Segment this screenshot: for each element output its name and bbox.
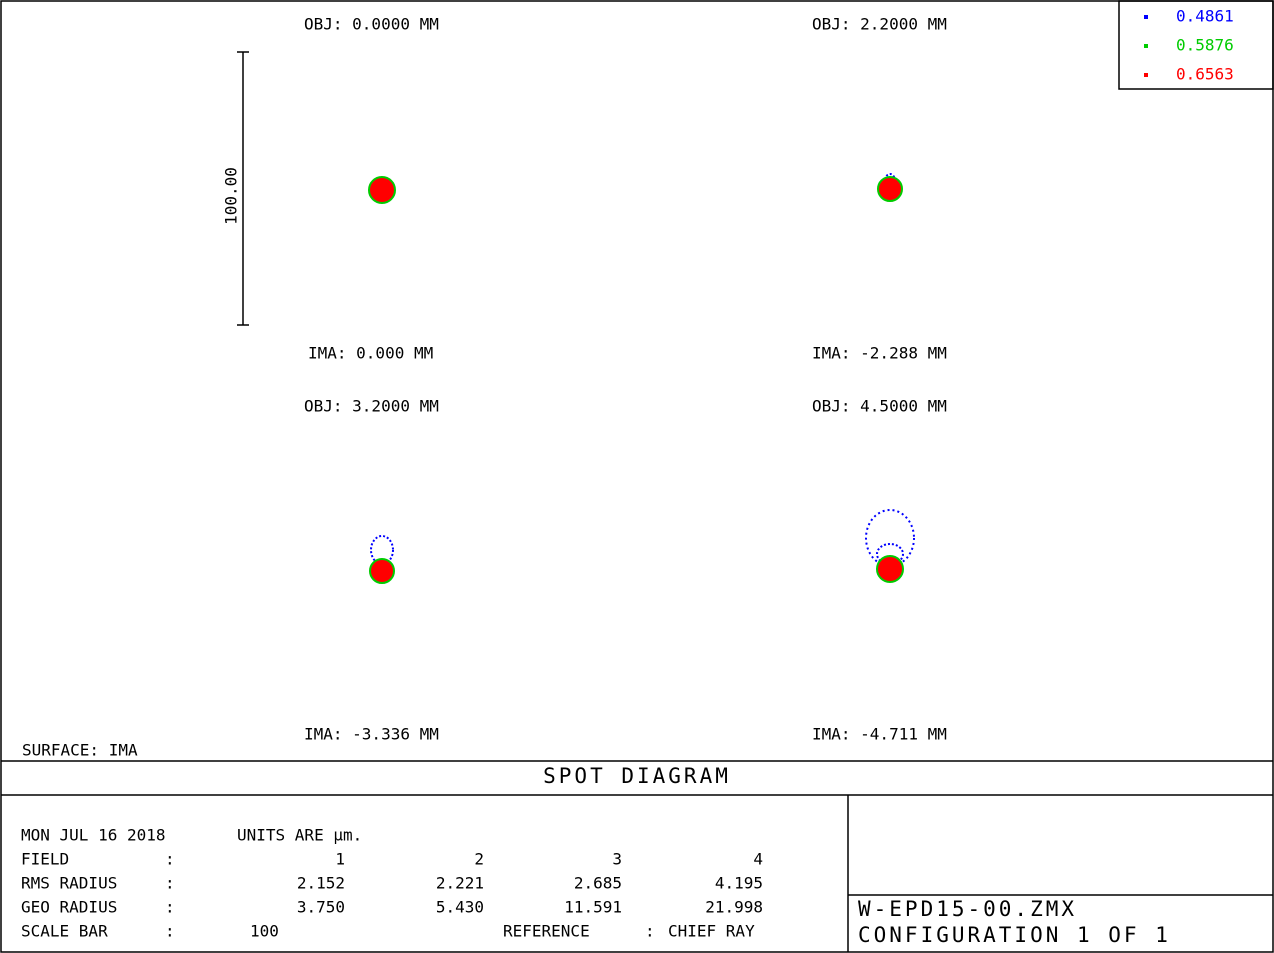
field-obj: OBJ: 2.2000 MM bbox=[812, 15, 947, 34]
info-cell: 5.430 bbox=[436, 898, 484, 917]
info-cell: 4 bbox=[753, 850, 763, 869]
scale-bar: 100.00 bbox=[222, 51, 249, 326]
info-cell: FIELD bbox=[21, 850, 69, 869]
field-obj: OBJ: 3.2000 MM bbox=[304, 397, 439, 416]
info-cell: 4.195 bbox=[715, 874, 763, 893]
info-cell: 2.685 bbox=[574, 874, 622, 893]
field-obj: OBJ: 4.5000 MM bbox=[812, 397, 947, 416]
info-cell: : bbox=[165, 922, 175, 941]
legend-label: 0.5876 bbox=[1176, 36, 1234, 55]
info-cell: 3.750 bbox=[297, 898, 345, 917]
info-table: MON JUL 16 2018 UNITS ARE µm. FIELD: 1 2 3 4 RM… bbox=[21, 826, 763, 941]
field-ima: IMA: -2.288 MM bbox=[812, 344, 947, 363]
info-cell: 1 bbox=[335, 850, 345, 869]
field-ima: IMA: -4.711 MM bbox=[812, 725, 947, 744]
field-ima: IMA: 0.000 MM bbox=[308, 344, 433, 363]
legend-marker bbox=[1144, 73, 1148, 77]
file-name: W-EPD15-00.ZMX bbox=[858, 897, 1077, 921]
info-cell: 2.152 bbox=[297, 874, 345, 893]
info-cell: 21.998 bbox=[705, 898, 763, 917]
surface-label: SURFACE: IMA bbox=[22, 741, 138, 760]
info-cell: UNITS ARE µm. bbox=[237, 826, 362, 845]
spots bbox=[368, 173, 915, 584]
info-cell: SCALE BAR bbox=[21, 922, 108, 941]
info-cell: 2 bbox=[474, 850, 484, 869]
info-cell: : bbox=[165, 898, 175, 917]
title: SPOT DIAGRAM bbox=[543, 764, 731, 788]
info-cell: RMS RADIUS bbox=[21, 874, 117, 893]
field-obj: OBJ: 0.0000 MM bbox=[304, 15, 439, 34]
configuration: CONFIGURATION 1 OF 1 bbox=[858, 923, 1171, 947]
field-ima: IMA: -3.336 MM bbox=[304, 725, 439, 744]
info-cell: 2.221 bbox=[436, 874, 484, 893]
info-cell: 11.591 bbox=[564, 898, 622, 917]
legend-marker bbox=[1144, 15, 1148, 19]
legend-marker bbox=[1144, 44, 1148, 48]
legend-label: 0.6563 bbox=[1176, 65, 1234, 84]
info-cell: : bbox=[165, 874, 175, 893]
info-cell: GEO RADIUS bbox=[21, 898, 117, 917]
info-cell: 3 bbox=[612, 850, 622, 869]
info-cell: CHIEF RAY bbox=[668, 922, 755, 941]
legend-label: 0.4861 bbox=[1176, 7, 1234, 26]
info-cell: MON JUL 16 2018 bbox=[21, 826, 166, 845]
legend: 0.4861 0.5876 0.6563 bbox=[1118, 0, 1274, 90]
scale-bar-label: 100.00 bbox=[222, 167, 241, 225]
legend-box bbox=[1118, 0, 1274, 90]
info-cell: 100 bbox=[250, 922, 279, 941]
info-cell: : bbox=[645, 922, 655, 941]
info-cell: : bbox=[165, 850, 175, 869]
info-cell: REFERENCE bbox=[503, 922, 590, 941]
